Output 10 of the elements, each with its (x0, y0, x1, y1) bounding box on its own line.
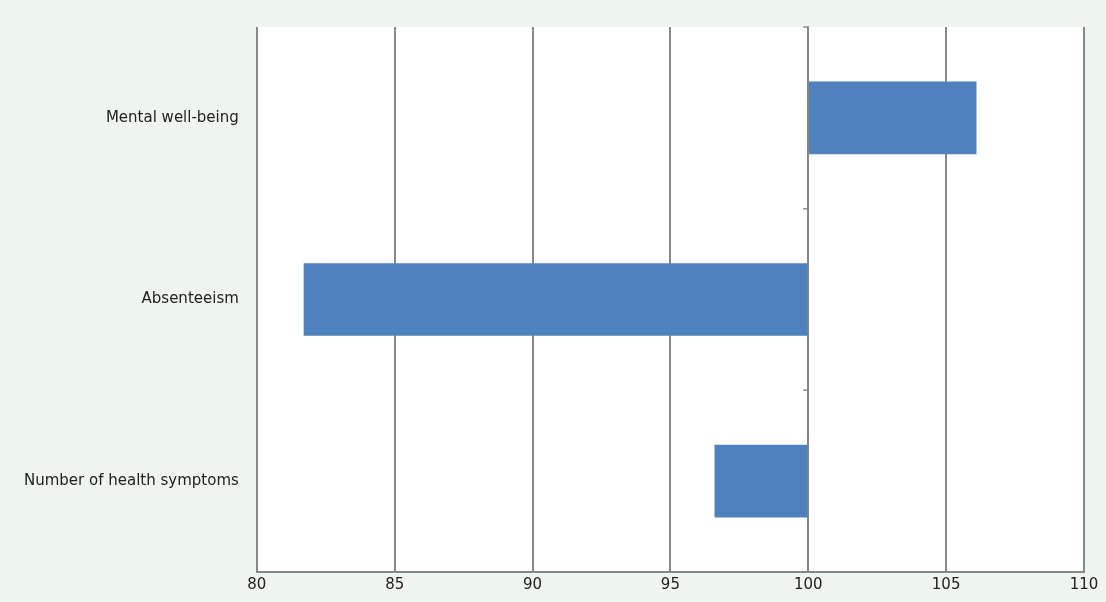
x-tick-label: 110 (1069, 574, 1099, 593)
y-tick-label: Absenteeism (141, 289, 239, 308)
x-tick-label: 80 (247, 574, 267, 593)
x-tick-label: 95 (660, 574, 680, 593)
x-tick-label: 90 (522, 574, 543, 593)
y-tick-label: Mental well-being (105, 107, 239, 126)
x-tick-label: 100 (793, 574, 823, 593)
x-tick-label: 105 (931, 574, 961, 593)
y-tick-label: Number of health symptoms (24, 471, 239, 490)
x-tick-label: 85 (385, 574, 405, 593)
